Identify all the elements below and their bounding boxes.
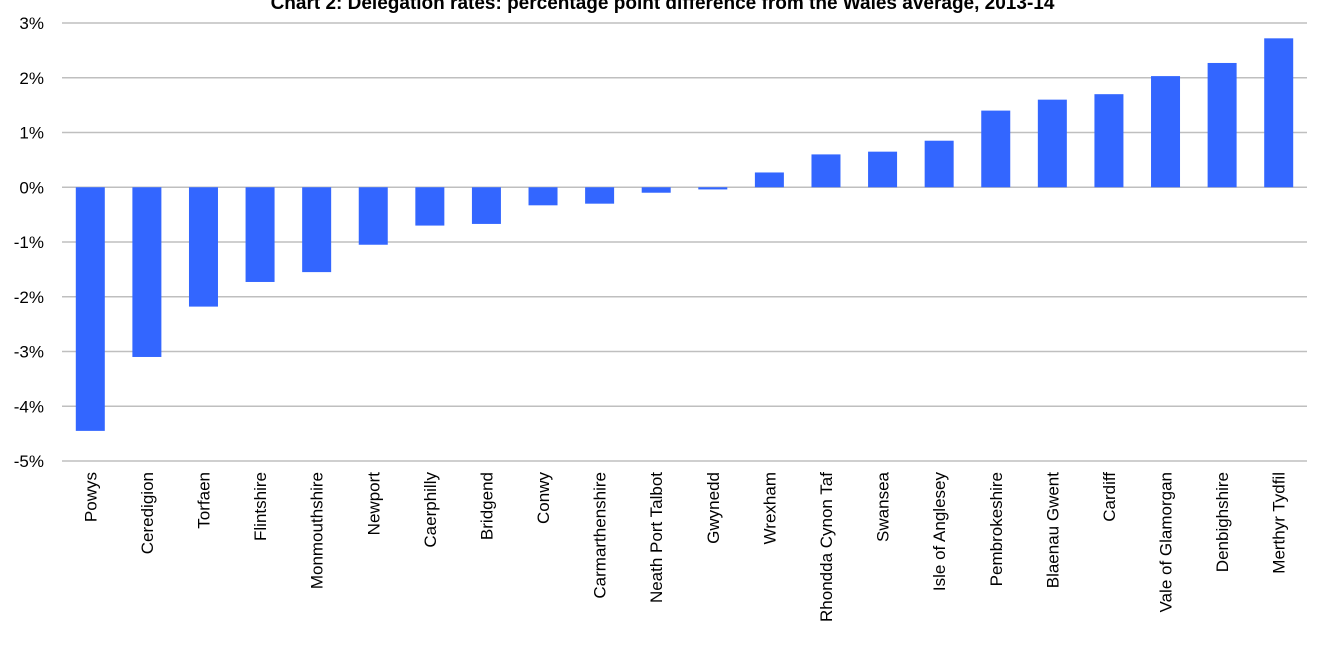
x-category-label: Powys xyxy=(81,472,100,522)
x-category-label: Rhondda Cynon Taf xyxy=(817,472,836,622)
x-category-label: Gwynedd xyxy=(704,472,723,544)
x-category-label: Newport xyxy=(364,472,383,536)
x-category-label: Neath Port Talbot xyxy=(647,472,666,603)
bar xyxy=(754,172,784,188)
chart-title: Chart 2: Delegation rates: percentage po… xyxy=(270,0,1055,14)
y-tick-label: -4% xyxy=(14,397,44,416)
bar xyxy=(75,187,105,431)
bar xyxy=(415,187,445,226)
bar xyxy=(188,187,218,307)
x-category-label: Isle of Anglesey xyxy=(930,472,949,592)
bar xyxy=(1094,94,1124,188)
bar xyxy=(1037,99,1067,188)
x-category-label: Blaenau Gwent xyxy=(1043,472,1062,589)
x-axis-category-labels: Powys Ceredigion Torfaen Flintshire Monmouth… xyxy=(81,471,1288,622)
bar xyxy=(811,154,841,188)
bar xyxy=(132,187,162,357)
y-tick-label: 3% xyxy=(19,14,44,33)
x-category-label: Flintshire xyxy=(251,472,270,541)
bar xyxy=(1207,62,1237,188)
y-axis-tick-labels: 3% 2% 1% 0% -1% -2% -3% -4% -5% xyxy=(14,14,44,471)
bar xyxy=(1151,76,1181,188)
bar xyxy=(585,187,615,204)
bar xyxy=(358,187,388,245)
bar xyxy=(245,187,275,282)
x-category-label: Swansea xyxy=(874,471,893,541)
x-category-label: Monmouthshire xyxy=(308,472,327,589)
bar xyxy=(528,187,558,206)
bar xyxy=(1264,38,1294,188)
x-category-label: Denbighshire xyxy=(1213,472,1232,572)
y-tick-label: 1% xyxy=(19,124,44,143)
x-category-label: Torfaen xyxy=(194,472,213,529)
bar xyxy=(641,187,671,193)
x-category-label: Merthyr Tydfil xyxy=(1270,472,1289,574)
y-tick-label: -2% xyxy=(14,288,44,307)
x-category-label: Vale of Glamorgan xyxy=(1157,472,1176,612)
y-tick-label: -1% xyxy=(14,233,44,252)
y-tick-label: -3% xyxy=(14,343,44,362)
y-tick-label: 0% xyxy=(19,178,44,197)
bar xyxy=(302,187,332,273)
x-category-label: Carmarthenshire xyxy=(591,472,610,599)
bar xyxy=(868,151,898,188)
bar xyxy=(698,187,728,190)
x-category-label: Cardiff xyxy=(1100,472,1119,522)
bar xyxy=(471,187,501,224)
bar xyxy=(981,110,1011,188)
x-category-label: Caerphilly xyxy=(421,472,440,548)
x-category-label: Bridgend xyxy=(477,472,496,540)
x-category-label: Pembrokeshire xyxy=(987,472,1006,586)
bars xyxy=(75,38,1294,431)
x-category-label: Ceredigion xyxy=(138,472,157,554)
x-category-label: Conwy xyxy=(534,472,553,524)
x-category-label: Wrexham xyxy=(760,472,779,544)
y-tick-label: -5% xyxy=(14,452,44,471)
bar xyxy=(924,140,954,188)
y-tick-label: 2% xyxy=(19,69,44,88)
